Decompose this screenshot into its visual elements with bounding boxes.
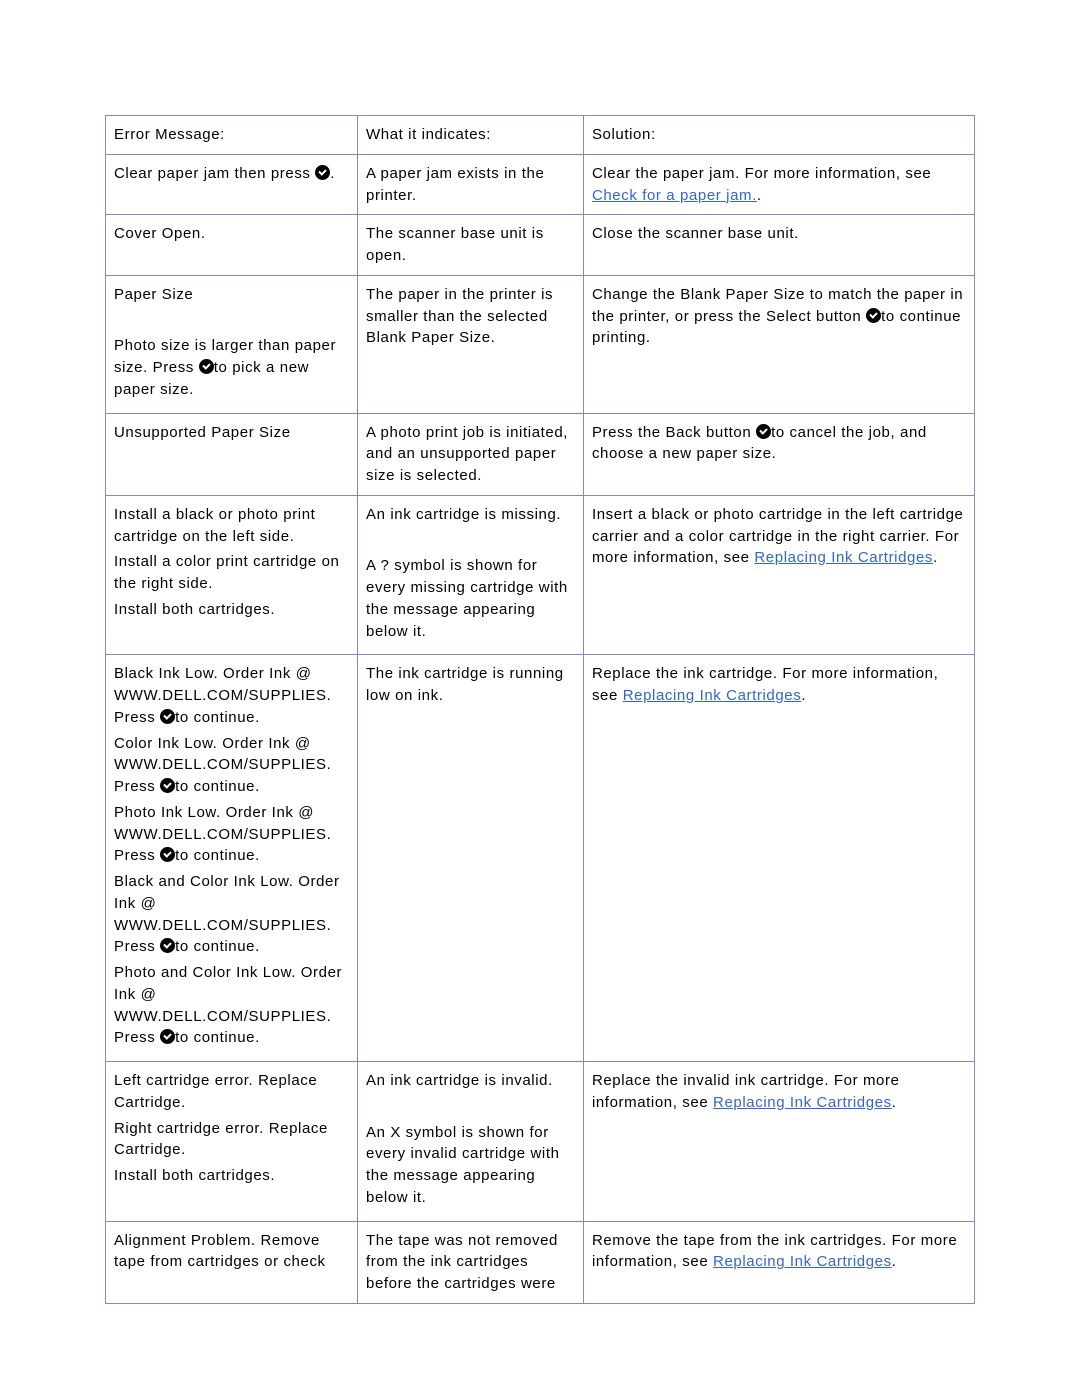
- table-row: Left cartridge error. Replace Cartridge.…: [106, 1062, 975, 1222]
- cell-indicates: The tape was not removed from the ink ca…: [358, 1221, 584, 1303]
- text: Clear paper jam then press: [114, 165, 315, 182]
- link-paper-jam[interactable]: Check for a paper jam.: [592, 187, 757, 204]
- text: Left cartridge error. Replace Cartridge.: [114, 1070, 349, 1114]
- table-row: Clear paper jam then press . A paper jam…: [106, 154, 975, 215]
- cell-indicates: A paper jam exists in the printer.: [358, 154, 584, 215]
- cell-indicates: The scanner base unit is open.: [358, 215, 584, 276]
- text: to continue.: [175, 1029, 260, 1046]
- cell-error: Paper Size Photo size is larger than pap…: [106, 275, 358, 413]
- check-icon: [160, 778, 175, 793]
- cell-error: Left cartridge error. Replace Cartridge.…: [106, 1062, 358, 1222]
- cell-error: Alignment Problem. Remove tape from cart…: [106, 1221, 358, 1303]
- cell-indicates: A photo print job is initiated, and an u…: [358, 413, 584, 495]
- cell-solution: Change the Blank Paper Size to match the…: [583, 275, 974, 413]
- text: .: [801, 687, 806, 704]
- col-error-message: Error Message:: [106, 116, 358, 155]
- check-icon: [199, 359, 214, 374]
- cell-solution: Insert a black or photo cartridge in the…: [583, 495, 974, 655]
- table-row: Unsupported Paper Size A photo print job…: [106, 413, 975, 495]
- link-replacing-cartridges[interactable]: Replacing Ink Cartridges: [754, 549, 933, 566]
- cell-error: Unsupported Paper Size: [106, 413, 358, 495]
- cell-error: Cover Open.: [106, 215, 358, 276]
- text: An X symbol is shown for every invalid c…: [366, 1122, 575, 1209]
- text: A ? symbol is shown for every missing ca…: [366, 555, 575, 642]
- text: to continue.: [175, 778, 260, 795]
- link-replacing-cartridges[interactable]: Replacing Ink Cartridges: [713, 1094, 892, 1111]
- text: Install a color print cartridge on the r…: [114, 551, 349, 595]
- text: .: [892, 1253, 897, 1270]
- text: Clear the paper jam. For more informatio…: [592, 165, 931, 182]
- text: Install both cartridges.: [114, 599, 349, 621]
- cell-error: Black Ink Low. Order Ink @ WWW.DELL.COM/…: [106, 655, 358, 1062]
- text: Press the Back button: [592, 424, 756, 441]
- check-icon: [160, 847, 175, 862]
- text: .: [330, 165, 335, 182]
- table-row: Cover Open. The scanner base unit is ope…: [106, 215, 975, 276]
- text: An ink cartridge is invalid.: [366, 1070, 575, 1092]
- text: Install a black or photo print cartridge…: [114, 504, 349, 548]
- text: .: [757, 187, 762, 204]
- cell-solution: Clear the paper jam. For more informatio…: [583, 154, 974, 215]
- check-icon: [160, 938, 175, 953]
- text: .: [933, 549, 938, 566]
- cell-indicates: The paper in the printer is smaller than…: [358, 275, 584, 413]
- check-icon: [315, 165, 330, 180]
- cell-error: Clear paper jam then press .: [106, 154, 358, 215]
- check-icon: [160, 709, 175, 724]
- table-row: Alignment Problem. Remove tape from cart…: [106, 1221, 975, 1303]
- check-icon: [866, 308, 881, 323]
- text: to continue.: [175, 709, 260, 726]
- error-messages-table: Error Message: What it indicates: Soluti…: [105, 115, 975, 1304]
- cell-solution: Replace the invalid ink cartridge. For m…: [583, 1062, 974, 1222]
- cell-indicates: An ink cartridge is missing. A ? symbol …: [358, 495, 584, 655]
- text: Install both cartridges.: [114, 1165, 349, 1187]
- text: to continue.: [175, 847, 260, 864]
- col-solution: Solution:: [583, 116, 974, 155]
- cell-solution: Remove the tape from the ink cartridges.…: [583, 1221, 974, 1303]
- table-row: Install a black or photo print cartridge…: [106, 495, 975, 655]
- cell-indicates: The ink cartridge is running low on ink.: [358, 655, 584, 1062]
- table-row: Black Ink Low. Order Ink @ WWW.DELL.COM/…: [106, 655, 975, 1062]
- table-header-row: Error Message: What it indicates: Soluti…: [106, 116, 975, 155]
- check-icon: [160, 1029, 175, 1044]
- text: An ink cartridge is missing.: [366, 504, 575, 526]
- check-icon: [756, 424, 771, 439]
- text: Right cartridge error. Replace Cartridge…: [114, 1118, 349, 1162]
- text: to continue.: [175, 938, 260, 955]
- link-replacing-cartridges[interactable]: Replacing Ink Cartridges: [713, 1253, 892, 1270]
- cell-solution: Replace the ink cartridge. For more info…: [583, 655, 974, 1062]
- table-row: Paper Size Photo size is larger than pap…: [106, 275, 975, 413]
- col-what-indicates: What it indicates:: [358, 116, 584, 155]
- text: .: [892, 1094, 897, 1111]
- cell-solution: Close the scanner base unit.: [583, 215, 974, 276]
- link-replacing-cartridges[interactable]: Replacing Ink Cartridges: [623, 687, 802, 704]
- cell-indicates: An ink cartridge is invalid. An X symbol…: [358, 1062, 584, 1222]
- cell-solution: Press the Back button to cancel the job,…: [583, 413, 974, 495]
- cell-error: Install a black or photo print cartridge…: [106, 495, 358, 655]
- text: Paper Size: [114, 284, 349, 306]
